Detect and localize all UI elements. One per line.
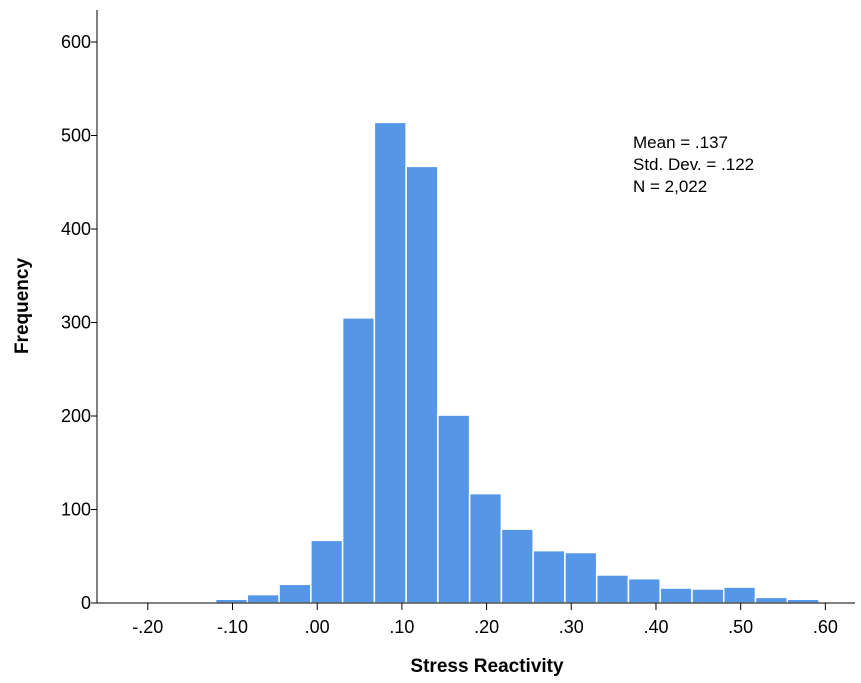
x-tick-label-4: .20 <box>474 617 499 637</box>
histogram-bar-5 <box>310 539 344 604</box>
x-tick-label-6: .40 <box>643 617 668 637</box>
histogram-bar-2 <box>214 598 249 604</box>
y-tick-label-3: 300 <box>61 313 91 333</box>
histogram-bar-17 <box>691 588 725 604</box>
histogram-bars <box>151 121 820 604</box>
histogram-bar-9 <box>437 414 471 604</box>
x-tick-label-0: -.20 <box>132 617 163 637</box>
y-tick-label-5: 500 <box>61 126 91 146</box>
histogram-bar-8 <box>405 165 439 604</box>
histogram-bar-16 <box>659 587 693 604</box>
histogram-bar-19 <box>754 596 788 604</box>
stats-mean: Mean = .137 <box>633 133 728 152</box>
histogram-bar-3 <box>246 593 280 604</box>
histogram-bar-15 <box>627 577 661 604</box>
histogram-bar-11 <box>500 528 534 604</box>
histogram-bar-18 <box>722 586 757 604</box>
histogram-bar-10 <box>468 492 503 604</box>
stats-n: N = 2,022 <box>633 177 707 196</box>
x-axis-title: Stress Reactivity <box>410 656 564 677</box>
histogram-bar-6 <box>341 317 376 604</box>
x-tick-label-8: .60 <box>813 617 838 637</box>
y-tick-label-4: 400 <box>61 219 91 239</box>
stats-std-dev: Std. Dev. = .122 <box>633 155 754 174</box>
axes <box>96 10 855 604</box>
histogram-bar-12 <box>532 549 566 604</box>
histogram-bar-4 <box>278 583 312 604</box>
tick-labels: 0 100 200 300 400 500 600 -.20 -.10 .00 .10 .20 .30.… <box>61 32 838 637</box>
y-tick-label-0: 0 <box>81 593 91 613</box>
x-tick-label-3: .10 <box>389 617 414 637</box>
histogram-bar-7 <box>373 121 407 604</box>
x-tick-label-7: .50 <box>728 617 753 637</box>
y-tick-label-2: 200 <box>61 406 91 426</box>
x-tick-label-5: .30 <box>559 617 584 637</box>
histogram-bar-20 <box>786 598 820 604</box>
x-tick-label-2: .00 <box>305 617 330 637</box>
histogram-bar-14 <box>595 574 630 604</box>
y-tick-label-6: 600 <box>61 32 91 52</box>
stats-box: Mean = .137 Std. Dev. = .122 N = 2,022 <box>633 133 754 196</box>
y-axis-title: Frequency <box>12 258 33 355</box>
histogram-bar-13 <box>564 551 598 604</box>
y-tick-label-1: 100 <box>61 500 91 520</box>
x-tick-label-1: -.10 <box>217 617 248 637</box>
